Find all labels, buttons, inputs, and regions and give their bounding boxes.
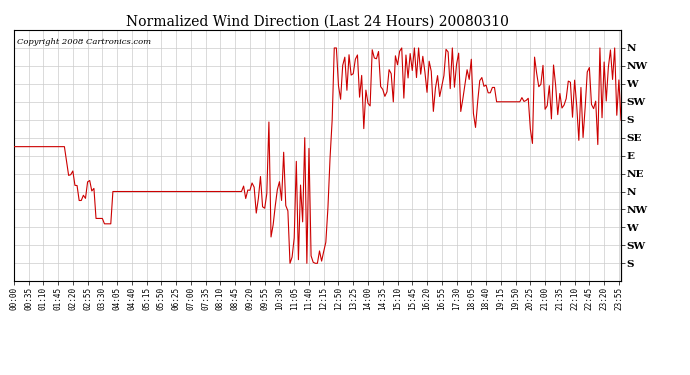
Text: Copyright 2008 Cartronics.com: Copyright 2008 Cartronics.com bbox=[17, 38, 151, 45]
Title: Normalized Wind Direction (Last 24 Hours) 20080310: Normalized Wind Direction (Last 24 Hours… bbox=[126, 15, 509, 29]
